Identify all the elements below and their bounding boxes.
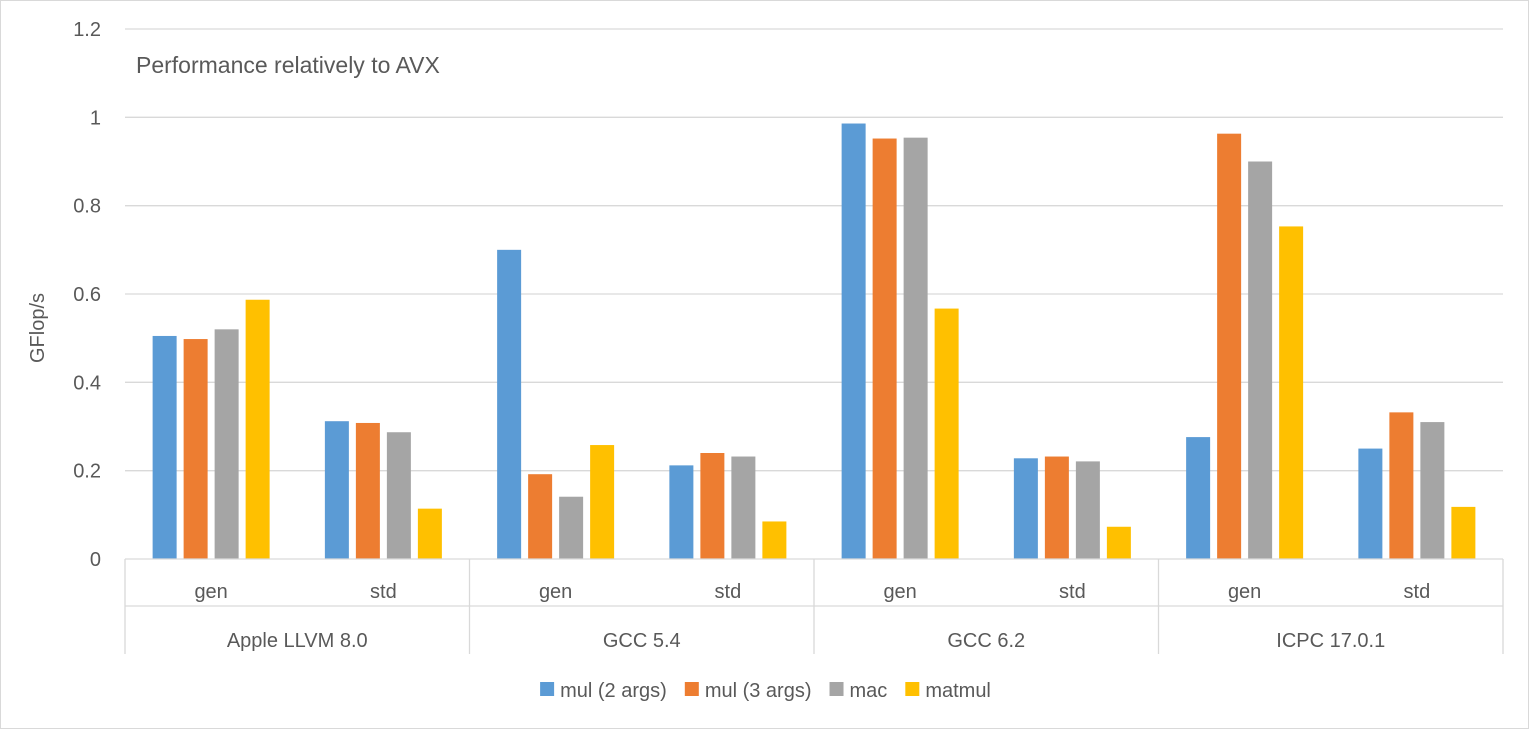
bar [152,335,177,559]
x-category-label: std [1059,581,1086,603]
legend-label: matmul [925,680,991,702]
y-tick-label: 0.2 [73,461,101,483]
series-2 [183,133,1414,560]
y-axis-tick-labels: 0 0.2 0.4 0.6 0.8 1 1.2 [73,19,101,571]
bar [245,299,270,559]
y-tick-label: 0.6 [73,284,101,306]
gridlines [125,28,1503,472]
legend-item: mac [829,680,888,702]
bar [841,123,866,560]
bar [590,445,615,559]
x-group-label: GCC 6.2 [947,630,1025,652]
legend-swatch [829,682,844,696]
bar [497,249,522,560]
bar [324,421,349,559]
bar [1420,422,1445,559]
bar [1217,133,1242,560]
bar [1075,461,1100,559]
series-1 [152,123,1383,560]
legend-swatch [540,682,555,696]
bar [183,339,208,559]
x-group-label: Apple LLVM 8.0 [227,630,368,652]
series-4 [245,226,1476,560]
bar [1389,412,1414,559]
bar [1013,458,1038,559]
bar [762,521,787,559]
legend-item: mul (2 args) [540,680,667,702]
bar [1358,448,1383,559]
legend-label: mac [850,680,888,702]
bar [1248,161,1273,559]
y-tick-label: 1.2 [73,19,101,41]
legend-swatch [684,682,699,696]
bar [903,137,928,559]
bar [528,474,553,559]
bar [417,508,442,559]
x-category-label: gen [1228,581,1261,603]
x-category-label: gen [194,581,227,603]
bar [1106,526,1131,559]
bar [669,465,694,559]
chart-title: Performance relatively to AVX [136,52,440,78]
legend: mul (2 args) mul (3 args) mac matmul [540,680,991,702]
legend-label: mul (3 args) [705,680,812,702]
bar [700,453,725,559]
y-tick-label: 0.8 [73,196,101,218]
legend-item: mul (3 args) [684,680,812,702]
x-category-label: std [370,581,397,603]
bar [872,138,897,560]
y-axis-title: GFlop/s [27,293,49,363]
series-3 [214,137,1445,559]
bar [1044,456,1069,559]
bar [559,496,584,559]
legend-item: matmul [905,680,991,702]
x-group-label: ICPC 17.0.1 [1276,630,1385,652]
x-category-label: std [1404,581,1431,603]
bar [386,432,411,559]
y-tick-label: 0 [90,549,101,571]
bar [1186,437,1211,559]
bar [1451,506,1476,559]
x-category-label: gen [883,581,916,603]
bar [214,329,239,559]
legend-label: mul (2 args) [560,680,667,702]
x-group-label: GCC 5.4 [603,630,681,652]
y-tick-label: 0.4 [73,372,101,394]
legend-swatch [905,682,920,696]
y-tick-label: 1 [90,107,101,129]
x-category-label: std [715,581,742,603]
bar [934,308,959,559]
x-axis: gen std Apple LLVM 8.0 gen std GCC 5.4 gen std G… [124,558,1504,654]
bars [152,123,1476,560]
bar [731,456,756,559]
bar [355,422,380,559]
x-category-label: gen [539,581,572,603]
bar [1279,226,1304,560]
